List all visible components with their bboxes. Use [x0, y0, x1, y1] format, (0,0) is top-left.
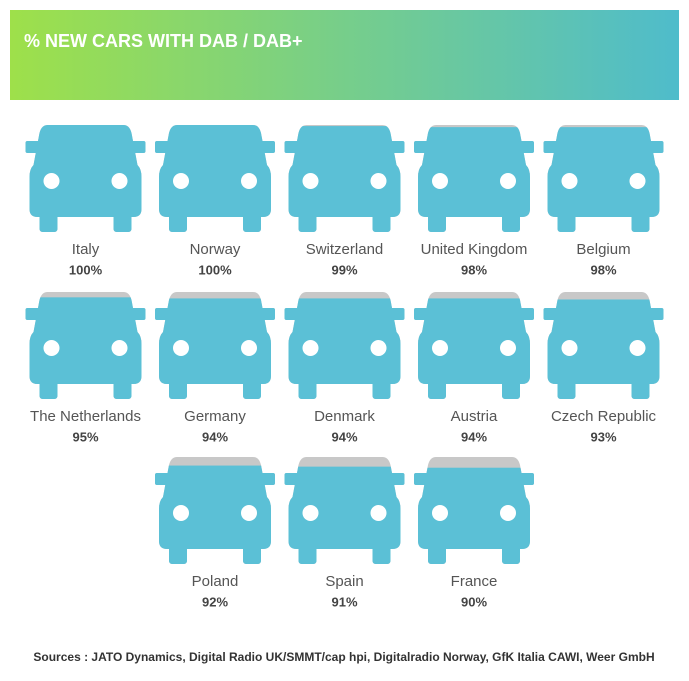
header-band: [10, 10, 679, 100]
country-label: Switzerland: [306, 241, 384, 258]
headlight: [500, 340, 516, 356]
country-label: Denmark: [314, 408, 375, 425]
headlight: [43, 173, 60, 189]
car-shape: [25, 292, 146, 399]
headlight: [302, 340, 319, 356]
car-icon: [155, 457, 275, 564]
country-label: France: [451, 573, 498, 590]
car-icon: [155, 292, 275, 399]
value-label: 94%: [202, 429, 228, 444]
value-label: 98%: [590, 262, 616, 277]
car-fill: [543, 127, 664, 232]
value-label: 92%: [202, 594, 228, 609]
country-label: Germany: [184, 408, 246, 425]
value-label: 100%: [69, 262, 103, 277]
value-label: 93%: [590, 429, 616, 444]
headlight: [629, 173, 646, 189]
car-icon: [543, 292, 664, 399]
car-shape: [25, 125, 146, 232]
headlight: [370, 173, 387, 189]
headlight: [241, 340, 257, 356]
headlight: [173, 340, 189, 356]
country-label: The Netherlands: [30, 408, 141, 425]
car-icon: [284, 457, 405, 564]
headlight: [561, 173, 578, 189]
car-shape: [414, 125, 534, 232]
value-label: 95%: [72, 429, 98, 444]
headlight: [43, 340, 60, 356]
headlight: [432, 173, 448, 189]
car-fill: [155, 298, 275, 399]
car-shape: [155, 125, 275, 232]
car-icon: [414, 125, 534, 232]
car-icon: [25, 125, 146, 232]
value-label: 100%: [198, 262, 232, 277]
car-icon: [284, 125, 405, 232]
headlight: [370, 505, 387, 521]
headlight: [370, 340, 387, 356]
country-label: United Kingdom: [421, 241, 528, 258]
car-fill: [25, 297, 146, 399]
headlight: [111, 173, 128, 189]
headlight: [500, 173, 516, 189]
car-fill: [25, 125, 146, 232]
car-icon: [414, 457, 534, 564]
country-label: Austria: [451, 408, 498, 425]
headlight: [111, 340, 128, 356]
car-icon: [284, 292, 405, 399]
car-icon: [25, 292, 146, 399]
country-label: Italy: [72, 241, 100, 258]
headlight: [173, 173, 189, 189]
headlight: [302, 173, 319, 189]
car-fill: [284, 126, 405, 232]
headlight: [432, 340, 448, 356]
headlight: [629, 340, 646, 356]
value-label: 94%: [461, 429, 487, 444]
car-shape: [155, 292, 275, 399]
car-shape: [414, 292, 534, 399]
chart-title: % NEW CARS WITH DAB / DAB+: [24, 31, 303, 51]
country-label: Norway: [190, 241, 241, 258]
value-label: 98%: [461, 262, 487, 277]
headlight: [500, 505, 516, 521]
headlight: [302, 505, 319, 521]
car-icon: [543, 125, 664, 232]
value-label: 94%: [331, 429, 357, 444]
country-label: Spain: [325, 573, 363, 590]
car-shape: [414, 457, 534, 564]
car-fill: [414, 298, 534, 399]
country-label: Czech Republic: [551, 408, 657, 425]
car-fill: [284, 466, 405, 564]
car-shape: [543, 292, 664, 399]
car-shape: [284, 457, 405, 564]
car-shape: [155, 457, 275, 564]
headlight: [432, 505, 448, 521]
car-fill: [414, 127, 534, 232]
car-icon: [155, 125, 275, 232]
car-shape: [284, 292, 405, 399]
car-fill: [414, 467, 534, 564]
car-fill: [155, 125, 275, 232]
value-label: 90%: [461, 594, 487, 609]
country-label: Poland: [192, 573, 239, 590]
car-fill: [284, 298, 405, 399]
car-fill: [155, 465, 275, 564]
country-label: Belgium: [576, 241, 630, 258]
headlight: [173, 505, 189, 521]
headlight: [561, 340, 578, 356]
car-shape: [284, 125, 405, 232]
headlight: [241, 173, 257, 189]
value-label: 99%: [331, 262, 357, 277]
car-fill: [543, 299, 664, 399]
value-label: 91%: [331, 594, 357, 609]
car-shape: [543, 125, 664, 232]
source-note: Sources : JATO Dynamics, Digital Radio U…: [33, 650, 654, 664]
headlight: [241, 505, 257, 521]
car-icon: [414, 292, 534, 399]
